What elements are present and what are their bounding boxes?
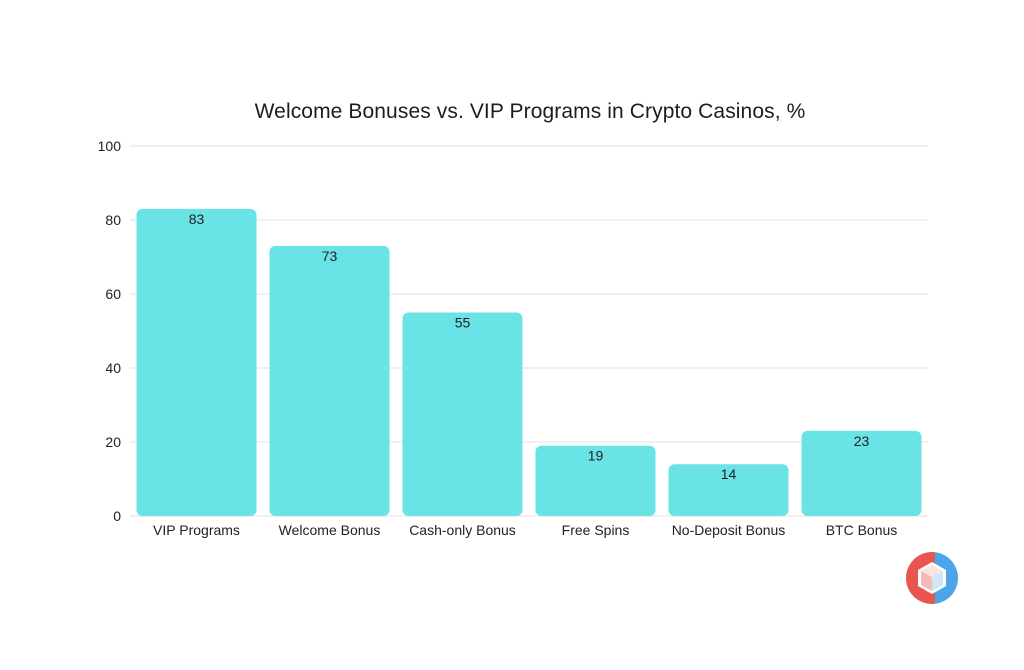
- cube-logo-icon: [906, 552, 958, 604]
- y-tick-label: 0: [113, 508, 121, 524]
- bar: [535, 445, 656, 516]
- bar: [269, 245, 390, 516]
- bar: [136, 208, 257, 516]
- x-tick-label: No-Deposit Bonus: [672, 522, 786, 538]
- x-tick-label: Welcome Bonus: [279, 522, 381, 538]
- data-labels: 83 73 55 19 14 23: [189, 211, 870, 482]
- data-label: 73: [322, 248, 338, 264]
- x-tick-label: BTC Bonus: [826, 522, 898, 538]
- y-tick-label: 40: [105, 360, 121, 376]
- bar: [402, 312, 523, 516]
- bar: [668, 464, 789, 516]
- bar: [801, 430, 922, 516]
- gridlines: [130, 145, 928, 517]
- y-tick-label: 80: [105, 212, 121, 228]
- data-label: 14: [721, 466, 737, 482]
- y-axis-ticks: 0 20 40 60 80 100: [98, 138, 122, 524]
- chart-title: Welcome Bonuses vs. VIP Programs in Cryp…: [254, 100, 806, 123]
- data-label: 19: [588, 448, 604, 464]
- x-tick-label: Free Spins: [562, 522, 630, 538]
- data-label: 83: [189, 211, 205, 227]
- x-axis-ticks: VIP Programs Welcome Bonus Cash-only Bonus…: [153, 522, 897, 538]
- y-tick-label: 20: [105, 434, 121, 450]
- data-label: 23: [854, 433, 870, 449]
- x-tick-label: VIP Programs: [153, 522, 240, 538]
- y-tick-label: 100: [98, 138, 122, 154]
- x-tick-label: Cash-only Bonus: [409, 522, 516, 538]
- y-tick-label: 60: [105, 286, 121, 302]
- bars: [136, 208, 922, 516]
- data-label: 55: [455, 315, 471, 331]
